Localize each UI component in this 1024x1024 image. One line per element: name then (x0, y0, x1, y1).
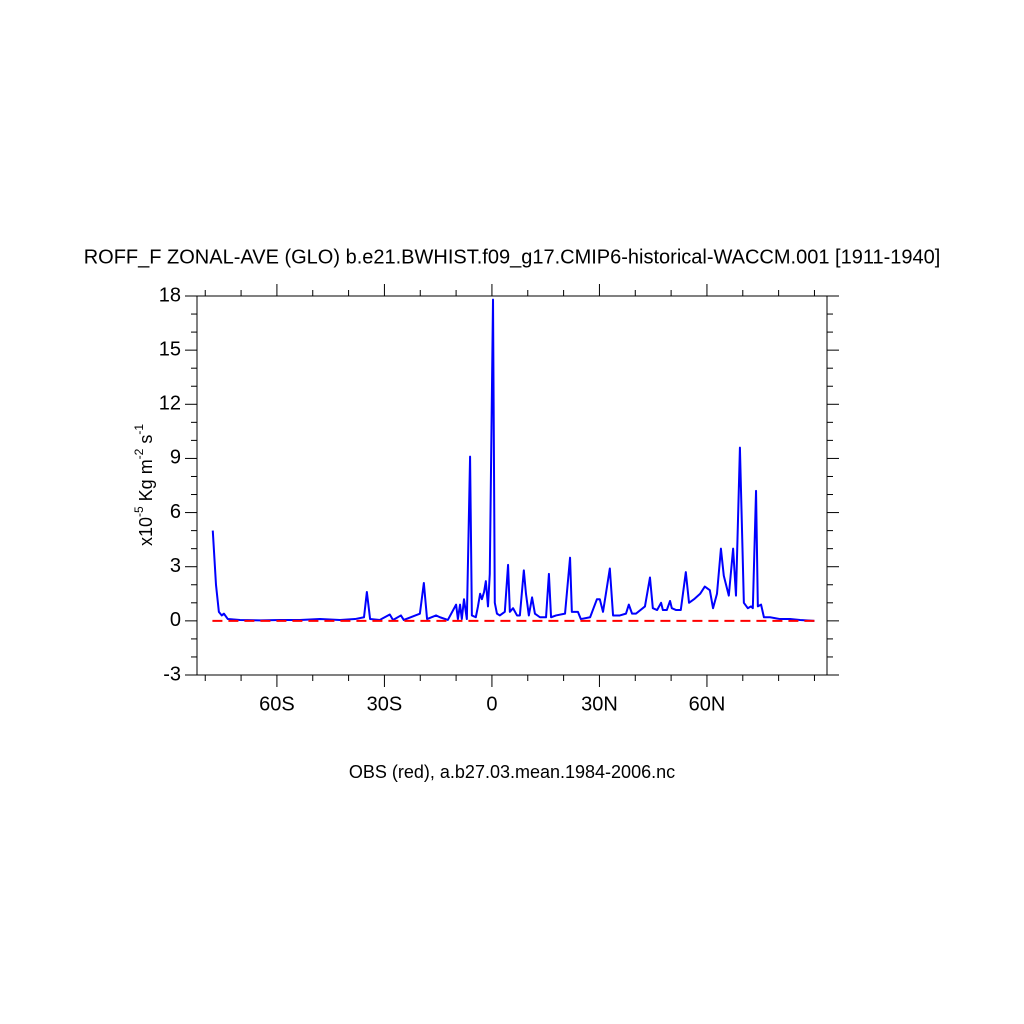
y-label-part: Kg m (136, 459, 156, 506)
y-label-superscript: -1 (132, 424, 146, 435)
y-tick-label: 9 (170, 447, 181, 469)
y-tick-label: 15 (159, 338, 181, 360)
y-tick-label: 3 (170, 555, 181, 577)
y-tick-label: 12 (159, 393, 181, 415)
y-tick-label: 18 (159, 284, 181, 306)
plot-frame (196, 295, 828, 676)
y-tick-label: 6 (170, 501, 181, 523)
x-tick-label: 30S (367, 693, 403, 715)
x-tick-label: 30N (581, 693, 618, 715)
y-label-superscript: -5 (132, 506, 146, 517)
y-tick-label: -3 (163, 663, 181, 685)
x-tick-label: 60N (689, 693, 726, 715)
x-tick-label: 0 (486, 693, 497, 715)
y-tick-label: 0 (170, 609, 181, 631)
x-tick-label: 60S (259, 693, 295, 715)
y-label-part: s (136, 435, 156, 449)
data-line (211, 298, 815, 622)
y-axis-label: x10-5 Kg m-2 s-1 (132, 424, 156, 546)
x-axis-label: OBS (red), a.b27.03.mean.1984-2006.nc (349, 762, 675, 782)
y-label-superscript: -2 (132, 448, 146, 459)
chart-title: ROFF_F ZONAL-AVE (GLO) b.e21.BWHIST.f09_… (84, 246, 941, 268)
y-label-part: x10 (136, 517, 156, 546)
